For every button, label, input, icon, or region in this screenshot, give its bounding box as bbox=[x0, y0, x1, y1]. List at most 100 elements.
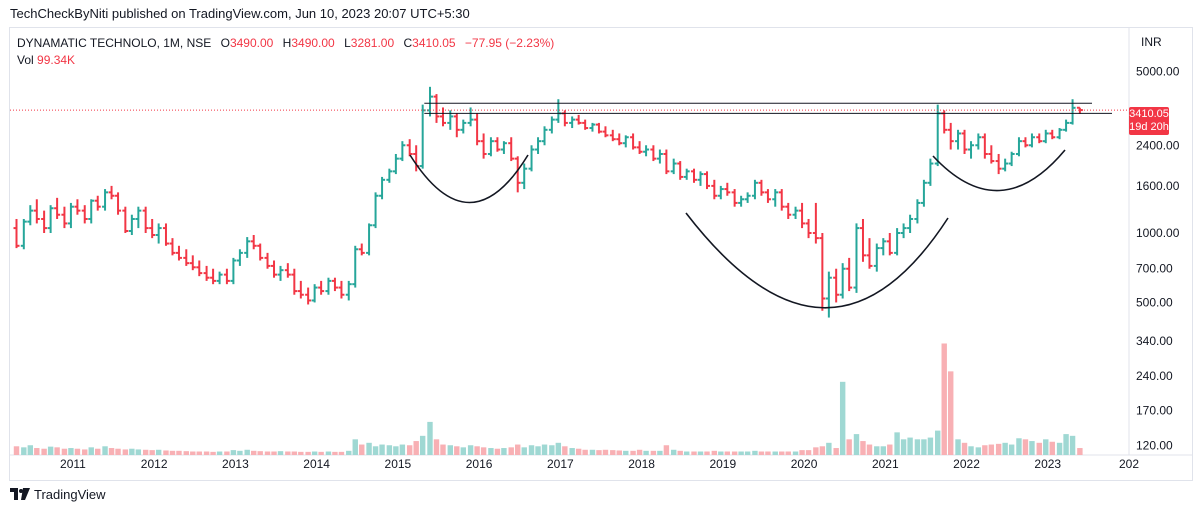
ohlc-bar bbox=[697, 171, 704, 186]
x-tick-label: 2022 bbox=[953, 457, 980, 471]
low-value: 3281.00 bbox=[350, 36, 395, 50]
ohlc-bar bbox=[535, 137, 542, 154]
volume-bar bbox=[264, 451, 271, 455]
ohlc-legend: DYNAMATIC TECHNOLO, 1M, NSE O3490.00 H34… bbox=[17, 36, 554, 50]
volume-bar bbox=[792, 451, 799, 455]
ohlc-bar bbox=[731, 189, 738, 207]
volume-bar bbox=[338, 451, 345, 455]
y-tick-label: 500.00 bbox=[1136, 295, 1173, 309]
ohlc-bar bbox=[392, 153, 399, 175]
ohlc-bar bbox=[230, 257, 237, 285]
ohlc-bar bbox=[1022, 137, 1029, 148]
ohlc-bar bbox=[609, 129, 616, 142]
bar-countdown: 19d 20h bbox=[1129, 121, 1169, 133]
ohlc-bar bbox=[1049, 129, 1056, 140]
ohlc-bar bbox=[271, 260, 278, 278]
volume-bar bbox=[657, 450, 663, 455]
y-tick-label: 1600.00 bbox=[1136, 179, 1180, 193]
volume-bar bbox=[1063, 434, 1069, 455]
volume-bar bbox=[785, 451, 791, 455]
volume-bar bbox=[813, 447, 819, 455]
last-price-tag: 3410.05 19d 20h bbox=[1129, 107, 1169, 135]
volume-bar bbox=[799, 450, 805, 455]
ohlc-bar bbox=[744, 192, 751, 203]
volume-bar bbox=[515, 444, 521, 455]
volume-bar bbox=[697, 451, 704, 455]
ohlc-bar bbox=[223, 268, 230, 285]
ohlc-bar bbox=[244, 237, 251, 258]
volume-bar bbox=[372, 446, 379, 455]
volume-bar bbox=[995, 443, 1002, 455]
x-tick-label: 2012 bbox=[141, 457, 168, 471]
volume-bar bbox=[169, 450, 176, 455]
volume-bar bbox=[724, 451, 731, 455]
vol-value: 99.34K bbox=[37, 53, 76, 67]
volume-bar bbox=[210, 451, 216, 455]
ohlc-bar bbox=[656, 149, 663, 164]
volume-bar bbox=[1043, 439, 1049, 455]
symbol-label[interactable]: DYNAMATIC TECHNOLO, 1M, NSE bbox=[17, 36, 212, 50]
ohlc-bar bbox=[968, 141, 975, 159]
volume-bar bbox=[880, 446, 886, 455]
ohlc-bar bbox=[630, 133, 637, 150]
volume-bar bbox=[74, 448, 81, 455]
ohlc-bar bbox=[291, 268, 298, 295]
volume-bar bbox=[718, 451, 724, 455]
volume-bar bbox=[921, 439, 927, 455]
ohlc-bar bbox=[47, 205, 54, 233]
ohlc-bar bbox=[812, 202, 819, 244]
volume-bar bbox=[115, 448, 121, 455]
y-tick-label: 700.00 bbox=[1136, 262, 1173, 276]
ohlc-bar bbox=[975, 133, 982, 150]
y-tick-label: 120.00 bbox=[1136, 438, 1173, 452]
y-tick-label: 1000.00 bbox=[1136, 226, 1180, 240]
volume-bar bbox=[521, 447, 527, 455]
ohlc-bar bbox=[1042, 129, 1049, 144]
ohlc-bar bbox=[439, 107, 446, 127]
volume-bar bbox=[819, 446, 826, 455]
volume-bar bbox=[13, 446, 20, 455]
ohlc-bar bbox=[886, 232, 893, 256]
volume-bar bbox=[216, 451, 223, 455]
ohlc-bar bbox=[196, 260, 203, 277]
ohlc-bar bbox=[419, 104, 426, 169]
volume-bar bbox=[569, 448, 575, 455]
ohlc-bar bbox=[859, 218, 866, 262]
y-tick-label: 170.00 bbox=[1136, 404, 1173, 418]
volume-bar bbox=[257, 451, 263, 455]
volume-bar bbox=[244, 449, 250, 455]
volume-bar bbox=[711, 450, 718, 455]
volume-bar bbox=[237, 450, 243, 455]
ohlc-bar bbox=[236, 249, 243, 266]
ohlc-bar bbox=[74, 199, 81, 215]
volume-bar bbox=[352, 439, 358, 455]
ohlc-bar bbox=[833, 268, 840, 303]
y-tick-label: 5000.00 bbox=[1136, 65, 1180, 79]
volume-bar bbox=[982, 445, 988, 455]
volume-bar bbox=[135, 449, 142, 455]
tradingview-logo-icon bbox=[10, 487, 30, 500]
tradingview-footer[interactable]: TradingView bbox=[10, 487, 106, 502]
ohlc-bar bbox=[569, 116, 576, 129]
volume-bar bbox=[1008, 444, 1015, 455]
volume-bar bbox=[433, 439, 440, 455]
ohlc-bar bbox=[122, 206, 129, 233]
ohlc-bar bbox=[358, 243, 365, 256]
volume-bar bbox=[582, 449, 588, 455]
ohlc-bar bbox=[284, 263, 291, 278]
ohlc-bar bbox=[474, 113, 481, 146]
volume-bar bbox=[900, 439, 907, 455]
ohlc-bar bbox=[819, 232, 826, 311]
ohlc-bar bbox=[379, 176, 386, 200]
ohlc-bar bbox=[1063, 119, 1070, 132]
currency-label[interactable]: INR bbox=[1141, 35, 1162, 49]
volume-bar bbox=[311, 451, 318, 455]
ohlc-bar bbox=[947, 122, 954, 150]
ohlc-bar bbox=[758, 179, 765, 196]
volume-bar bbox=[596, 450, 602, 455]
volume-bar bbox=[663, 445, 670, 455]
volume-bar bbox=[704, 451, 710, 455]
ohlc-bar bbox=[386, 168, 393, 183]
last-price-value: 3410.05 bbox=[1129, 108, 1169, 120]
